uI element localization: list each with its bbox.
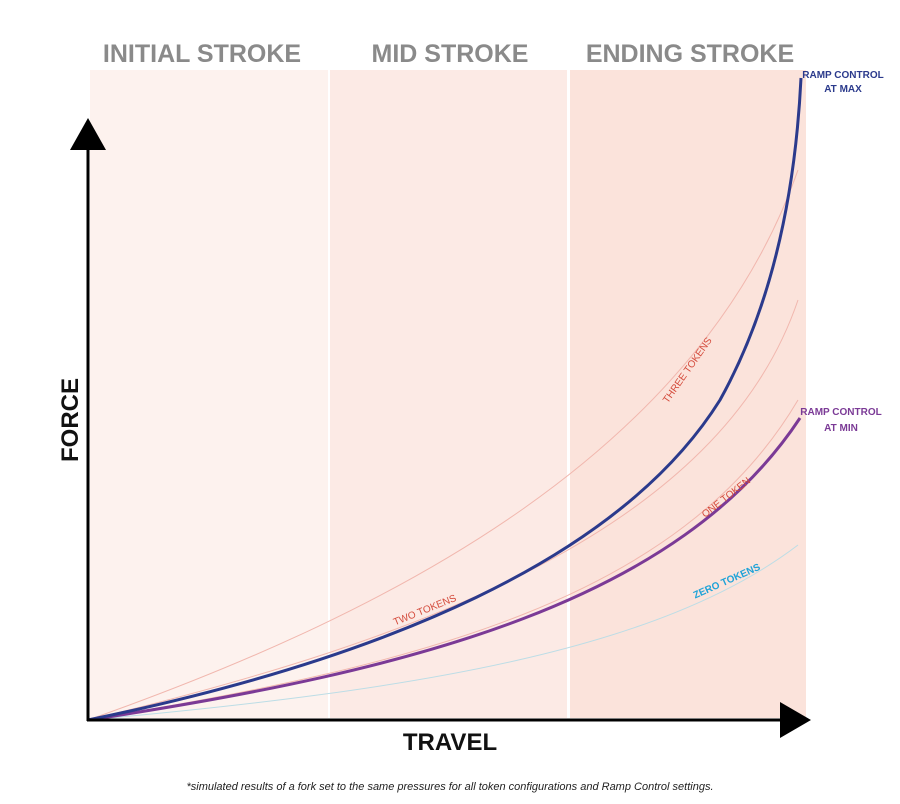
mid-region xyxy=(330,70,567,718)
y-arrow xyxy=(70,118,106,150)
ramp-min-label: RAMP CONTROL xyxy=(800,407,881,418)
curves xyxy=(87,77,803,722)
initial-region xyxy=(90,70,328,718)
ramp-min-curve xyxy=(87,417,802,722)
ramp-max-curve xyxy=(87,77,803,722)
zero-tokens-curve xyxy=(87,544,799,721)
three-tokens-curve xyxy=(87,169,799,721)
one-token-curve xyxy=(87,399,799,721)
region-label: MID STROKE xyxy=(372,40,529,68)
ramp-min-label: AT MIN xyxy=(824,423,858,434)
region-label: ENDING STROKE xyxy=(586,40,794,68)
region-label: INITIAL STROKE xyxy=(103,40,301,68)
ramp-max-label: RAMP CONTROL xyxy=(802,70,883,81)
x-arrow xyxy=(780,702,811,738)
ending-region xyxy=(570,70,806,718)
ramp-max-label: AT MAX xyxy=(824,84,862,95)
y-axis-label: FORCE xyxy=(57,378,84,462)
footnote: *simulated results of a fork set to the … xyxy=(186,781,713,793)
x-axis-label: TRAVEL xyxy=(403,729,497,756)
